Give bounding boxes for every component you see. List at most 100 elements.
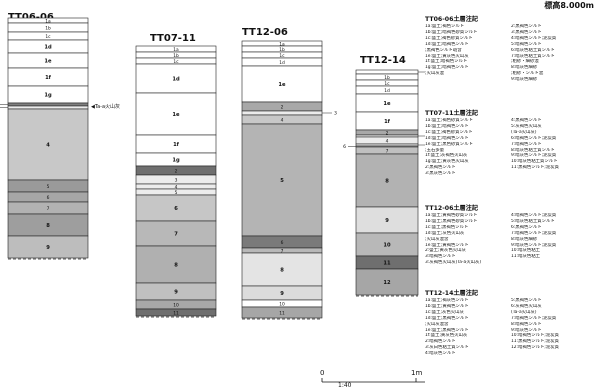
note-item: ;火山灰混含	[425, 236, 449, 242]
layer-label: 1c	[279, 53, 285, 59]
soil-layer	[7, 102, 89, 107]
note-item: 6:暗褐色シルト;泥炭質	[511, 135, 557, 141]
layer-label: 1b	[173, 53, 179, 59]
note-block: TT07-11土層注記 1a:盛土;褐色砂質シルト 4:黒褐色シルト 1b:盛土;暗褐…	[425, 108, 596, 177]
note-item: 2:暗褐色シルト	[425, 339, 456, 345]
note-title: TT07-11土層注記	[425, 110, 479, 117]
soil-layer	[355, 153, 419, 208]
soil-layer	[135, 308, 217, 317]
layer-label: 11	[279, 311, 285, 317]
soil-layer	[355, 206, 419, 234]
note-title: TT06-06土層注記	[425, 16, 479, 23]
layer-label: 9	[280, 291, 284, 297]
note-item: 1a:盛土;褐灰色シルト	[425, 298, 469, 303]
layer-label: 8	[280, 268, 284, 274]
note-item	[425, 77, 511, 83]
scale-zero: 0	[320, 369, 324, 377]
note-item: 1e:盛土;黒褐色シルト	[425, 327, 469, 333]
soil-layer	[241, 123, 323, 237]
layer-label: 4	[46, 143, 50, 149]
layer-label: 1d	[172, 77, 180, 83]
layer-label: 7	[281, 249, 284, 255]
note-item: 8:暗灰色細砂	[511, 236, 538, 242]
note-item: 4:黒褐色シルト	[511, 118, 542, 123]
note-item: 10:暗褐色シルト;泥炭質	[511, 333, 560, 339]
note-title: TT12-14土層注記	[425, 290, 479, 297]
note-item: ;粗砂・シルト混	[511, 71, 544, 77]
note-item: 1c:盛土;灰色火山灰	[425, 309, 464, 315]
note-item: 1f:盛土;黄灰色火山灰	[425, 333, 468, 339]
soil-layer	[135, 194, 217, 222]
layer-label: 6	[174, 206, 178, 212]
soil-layer	[355, 134, 419, 138]
soil-layer	[7, 235, 89, 259]
column-title: TT12-06	[242, 27, 288, 38]
note-item: 4:暗褐色シルト;泥炭質	[511, 35, 557, 41]
layer-label: 5	[47, 184, 50, 190]
scale-ratio: 1:40	[338, 382, 352, 389]
volcanic-ash-label: ◀Ta-a火山灰	[91, 103, 120, 110]
note-item: ;黒褐色シルト斑含	[425, 47, 462, 53]
layer-label: 4	[386, 139, 389, 145]
layer-side-label: 3	[334, 111, 337, 117]
note-item: (Ta-a火山灰)	[511, 129, 537, 135]
layer-label: 1e	[383, 101, 391, 107]
elevation-label: 標高8.000m	[544, 1, 594, 10]
layer-label: 3	[175, 178, 178, 184]
layer-side-label: 6	[343, 144, 346, 150]
soil-layer	[355, 69, 419, 75]
note-item: 1d:盛土;暗褐色シルト	[425, 135, 469, 141]
note-item: 1c:盛土;褐色砂質シルト	[425, 129, 473, 135]
note-item: 1c:盛土;黒褐色シルト	[425, 224, 469, 230]
soil-layer	[355, 268, 419, 296]
note-item: 1a:盛土;褐色砂質シルト	[425, 118, 473, 123]
layer-label: 1f	[173, 142, 180, 148]
layer-label: 11	[383, 261, 391, 267]
note-item: 9:暗灰色シルト;泥炭質	[511, 242, 557, 248]
note-item: 1b:盛土;黄褐色シルト	[425, 303, 469, 309]
layer-label: 1e	[172, 112, 180, 118]
note-item: 9:暗灰色細砂	[511, 77, 538, 83]
layer-label: 1a	[173, 47, 179, 53]
note-item: 10:暗灰色粘土	[511, 248, 541, 254]
layer-label: 8	[46, 223, 50, 229]
soil-layer	[135, 63, 217, 94]
layer-label: 1c	[384, 81, 390, 87]
note-item: 8:暗褐色シルト	[511, 321, 542, 327]
soil-layer	[241, 65, 323, 103]
note-item: 6:灰褐色火山灰	[511, 303, 542, 309]
layer-label: 1c	[45, 34, 51, 40]
soil-profile-diagram: TT06-061a1b1c1d1e1f1g23456789TT07-111a1b…	[0, 12, 425, 389]
layer-label: 4	[281, 118, 284, 124]
note-item: 3:黒褐色シルト	[511, 29, 542, 35]
note-item: 6:黒褐色シルト	[511, 224, 542, 230]
note-item: 4:暗褐色シルト;泥炭質	[511, 213, 557, 218]
note-item: 1g:盛土;暗褐色シルト	[425, 65, 469, 71]
note-item: 1d:盛土;暗褐色シルト	[425, 41, 469, 47]
layer-label: 2	[175, 169, 178, 175]
layer-label: 9	[46, 245, 50, 251]
layer-label: 7	[174, 232, 178, 238]
column-title: TT12-14	[360, 55, 406, 66]
layer-label: 12	[383, 280, 391, 286]
note-item: 11:黒褐色シルト;泥炭質	[511, 339, 560, 345]
note-item: ;火山灰混含	[425, 321, 449, 327]
soil-layer	[7, 105, 89, 110]
layer-label: 1c	[173, 59, 179, 65]
note-item: 3:暗褐色シルト	[425, 254, 456, 260]
soil-layer	[135, 92, 217, 136]
note-item: 1b:盛土;暗褐色シルト	[425, 123, 469, 129]
scale-end: 1m	[411, 369, 422, 377]
layer-label: 1g	[44, 93, 52, 99]
soil-layer	[241, 306, 323, 319]
layer-label: 1f	[384, 119, 391, 125]
note-item: 11:黒褐色シルト;泥炭質	[511, 165, 560, 171]
note-item: 5:灰褐色火山灰	[511, 123, 542, 129]
layer-label: 9	[174, 290, 178, 296]
note-item: 1e:盛土;黒色砂質シルト	[425, 141, 473, 147]
layer-label: 10	[383, 243, 391, 249]
layer-label: 7	[386, 149, 389, 155]
layer-label: 1e	[278, 82, 286, 88]
